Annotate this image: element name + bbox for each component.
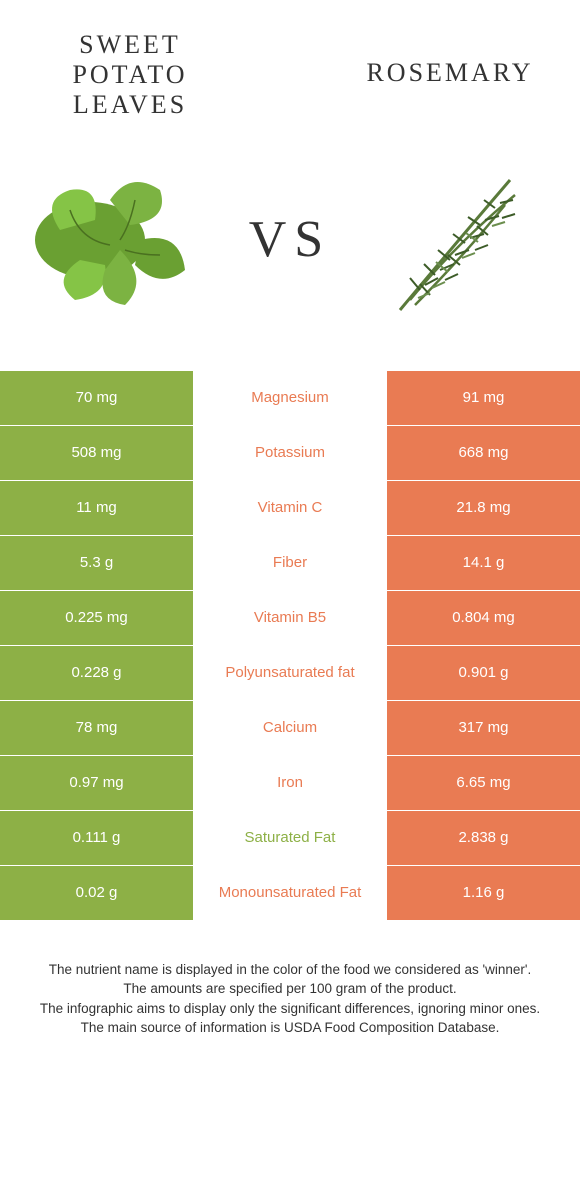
left-value-cell: 508 mg (0, 426, 193, 480)
table-row: 0.97 mgIron6.65 mg (0, 755, 580, 810)
rosemary-image (360, 150, 560, 330)
right-value-cell: 2.838 g (387, 811, 580, 865)
table-row: 0.228 gPolyunsaturated fat0.901 g (0, 645, 580, 700)
images-row: VS (0, 130, 580, 370)
left-value-cell: 78 mg (0, 701, 193, 755)
table-row: 11 mgVitamin C21.8 mg (0, 480, 580, 535)
left-value-cell: 11 mg (0, 481, 193, 535)
table-row: 0.111 gSaturated Fat2.838 g (0, 810, 580, 865)
footer-line: The main source of information is USDA F… (20, 1018, 560, 1038)
table-row: 5.3 gFiber14.1 g (0, 535, 580, 590)
header: SWEET POTATO LEAVES ROSEMARY (0, 0, 580, 130)
footer-line: The nutrient name is displayed in the co… (20, 960, 560, 980)
nutrient-label-cell: Polyunsaturated fat (193, 646, 387, 700)
right-value-cell: 668 mg (387, 426, 580, 480)
right-value-cell: 21.8 mg (387, 481, 580, 535)
nutrient-label-cell: Vitamin B5 (193, 591, 387, 645)
left-food-title: SWEET POTATO LEAVES (40, 30, 220, 120)
right-value-cell: 14.1 g (387, 536, 580, 590)
right-value-cell: 6.65 mg (387, 756, 580, 810)
footer-notes: The nutrient name is displayed in the co… (0, 920, 580, 1058)
left-value-cell: 5.3 g (0, 536, 193, 590)
right-value-cell: 91 mg (387, 371, 580, 425)
table-row: 0.02 gMonounsaturated Fat1.16 g (0, 865, 580, 920)
nutrient-label-cell: Vitamin C (193, 481, 387, 535)
nutrient-label-cell: Potassium (193, 426, 387, 480)
nutrient-label-cell: Fiber (193, 536, 387, 590)
left-value-cell: 0.02 g (0, 866, 193, 920)
sweet-potato-leaves-image (20, 150, 220, 330)
left-value-cell: 70 mg (0, 371, 193, 425)
right-value-cell: 0.804 mg (387, 591, 580, 645)
table-row: 0.225 mgVitamin B50.804 mg (0, 590, 580, 645)
nutrient-label-cell: Magnesium (193, 371, 387, 425)
nutrient-label-cell: Iron (193, 756, 387, 810)
nutrient-table: 70 mgMagnesium91 mg508 mgPotassium668 mg… (0, 370, 580, 920)
left-value-cell: 0.228 g (0, 646, 193, 700)
right-value-cell: 317 mg (387, 701, 580, 755)
left-value-cell: 0.225 mg (0, 591, 193, 645)
right-food-title: ROSEMARY (360, 30, 540, 88)
right-value-cell: 1.16 g (387, 866, 580, 920)
table-row: 508 mgPotassium668 mg (0, 425, 580, 480)
vs-label: VS (249, 210, 331, 269)
table-row: 78 mgCalcium317 mg (0, 700, 580, 755)
nutrient-label-cell: Monounsaturated Fat (193, 866, 387, 920)
table-row: 70 mgMagnesium91 mg (0, 370, 580, 425)
footer-line: The amounts are specified per 100 gram o… (20, 979, 560, 999)
footer-line: The infographic aims to display only the… (20, 999, 560, 1019)
right-value-cell: 0.901 g (387, 646, 580, 700)
nutrient-label-cell: Calcium (193, 701, 387, 755)
left-value-cell: 0.111 g (0, 811, 193, 865)
left-value-cell: 0.97 mg (0, 756, 193, 810)
nutrient-label-cell: Saturated Fat (193, 811, 387, 865)
